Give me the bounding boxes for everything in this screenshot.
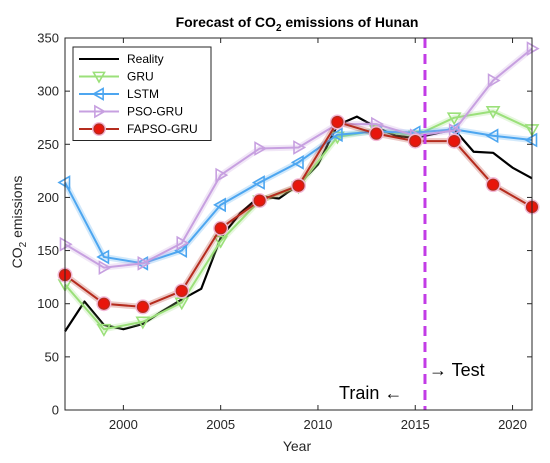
x-tick-label-2020: 2020: [498, 417, 527, 432]
legend-item-gru: GRU: [79, 70, 154, 84]
legend-item-reality: Reality: [79, 52, 164, 66]
chart-title-main: Forecast of CO: [176, 14, 276, 30]
point-gru-2017: [446, 112, 462, 126]
y-tick-label-350: 350: [37, 31, 59, 46]
y-axis-label-main: CO: [9, 247, 25, 268]
point-lstm-2019: [485, 128, 499, 144]
point-fapso-gru-2011: [331, 115, 344, 129]
point-lstm-2021: [524, 132, 538, 148]
y-tick-label-250: 250: [37, 137, 59, 152]
point-pso-gru-2019: [487, 73, 501, 88]
y-tick-label-100: 100: [37, 296, 59, 311]
point-pso-gru-2003: [176, 235, 190, 251]
series-pso-gru: [59, 41, 540, 275]
series-layer: [57, 41, 540, 337]
legend-label-fapso-gru: FAPSO-GRU: [127, 122, 198, 136]
chart-title-rest: emissions of Hunan: [282, 14, 419, 30]
y-tick-label-300: 300: [37, 84, 59, 99]
point-fapso-gru-2013: [370, 127, 383, 140]
series-pso-gru-line: [64, 47, 533, 269]
y-axis-label: CO2 emissions: [9, 176, 29, 269]
point-lstm-1999: [96, 249, 110, 265]
legend-item-fapso-gru: FAPSO-GRU: [79, 122, 198, 136]
series-gru: [57, 106, 540, 337]
y-tick-label-50: 50: [45, 349, 59, 364]
point-fapso-gru-2005: [214, 222, 227, 235]
point-pso-gru-2009: [293, 140, 307, 155]
point-lstm-2009: [290, 154, 304, 170]
point-lstm-2007: [251, 175, 265, 190]
legend-label-pso-gru: PSO-GRU: [127, 105, 183, 119]
x-axis-label: Year: [283, 438, 312, 454]
legend-label-lstm: LSTM: [127, 87, 159, 101]
point-gru-2005: [213, 235, 229, 249]
chart-title-sub: 2: [276, 23, 282, 34]
plot-frame: [64, 37, 533, 411]
train-annotation: Train ←: [339, 383, 402, 403]
point-fapso-gru-2001: [136, 300, 149, 314]
point-lstm-2011: [329, 127, 343, 143]
point-fapso-gru-2019: [486, 178, 500, 191]
legend-marker-gru: [92, 71, 106, 84]
y-axis-label-sub: 2: [18, 241, 29, 247]
series-fapso-gru: [57, 114, 540, 315]
point-pso-gru-1999: [98, 260, 112, 275]
axes-layer: 2000 2005 2010 2015 2020 0 50 100 150 200 250 300 35…: [37, 31, 533, 432]
point-lstm-1997: [57, 175, 71, 190]
legend-marker-lstm: [91, 87, 104, 101]
point-fapso-gru-2009: [292, 179, 305, 192]
chart-title: Forecast of CO2 emissions of Hunan: [176, 14, 419, 34]
legend: Reality GRU LSTM PSO-GRU FAPSO-GRU: [72, 46, 212, 141]
x-tick-label-2000: 2000: [109, 417, 138, 432]
point-fapso-gru-2015: [409, 134, 422, 148]
point-pso-gru-2017: [448, 123, 462, 138]
point-pso-gru-2005: [215, 167, 229, 183]
legend-item-pso-gru: PSO-GRU: [79, 105, 183, 119]
legend-marker-fapso-gru: [93, 123, 105, 135]
point-gru-2019: [485, 106, 501, 119]
point-gru-2001: [135, 316, 151, 330]
y-tick-label-200: 200: [37, 190, 59, 205]
point-pso-gru-2001: [137, 255, 151, 271]
point-lstm-2005: [213, 197, 226, 213]
point-pso-gru-1997: [59, 236, 73, 252]
y-tick-label-150: 150: [37, 243, 59, 258]
legend-label-reality: Reality: [127, 52, 164, 66]
point-gru-1999: [96, 323, 112, 337]
legend-marker-pso-gru: [94, 104, 107, 119]
y-tick-label-0: 0: [52, 403, 59, 418]
x-tick-label-2005: 2005: [206, 417, 235, 432]
legend-item-lstm: LSTM: [79, 87, 159, 101]
point-fapso-gru-2007: [253, 194, 266, 207]
point-fapso-gru-1999: [97, 297, 111, 310]
point-pso-gru-2007: [254, 141, 268, 156]
point-fapso-gru-2017: [448, 134, 461, 148]
x-tick-label-2015: 2015: [401, 417, 430, 432]
test-annotation: → Test: [429, 360, 485, 380]
x-tick-label-2010: 2010: [303, 417, 332, 432]
y-axis-label-rest: emissions: [9, 176, 25, 242]
point-fapso-gru-2003: [175, 284, 188, 298]
legend-label-gru: GRU: [127, 70, 154, 84]
point-pso-gru-2021: [526, 41, 540, 57]
